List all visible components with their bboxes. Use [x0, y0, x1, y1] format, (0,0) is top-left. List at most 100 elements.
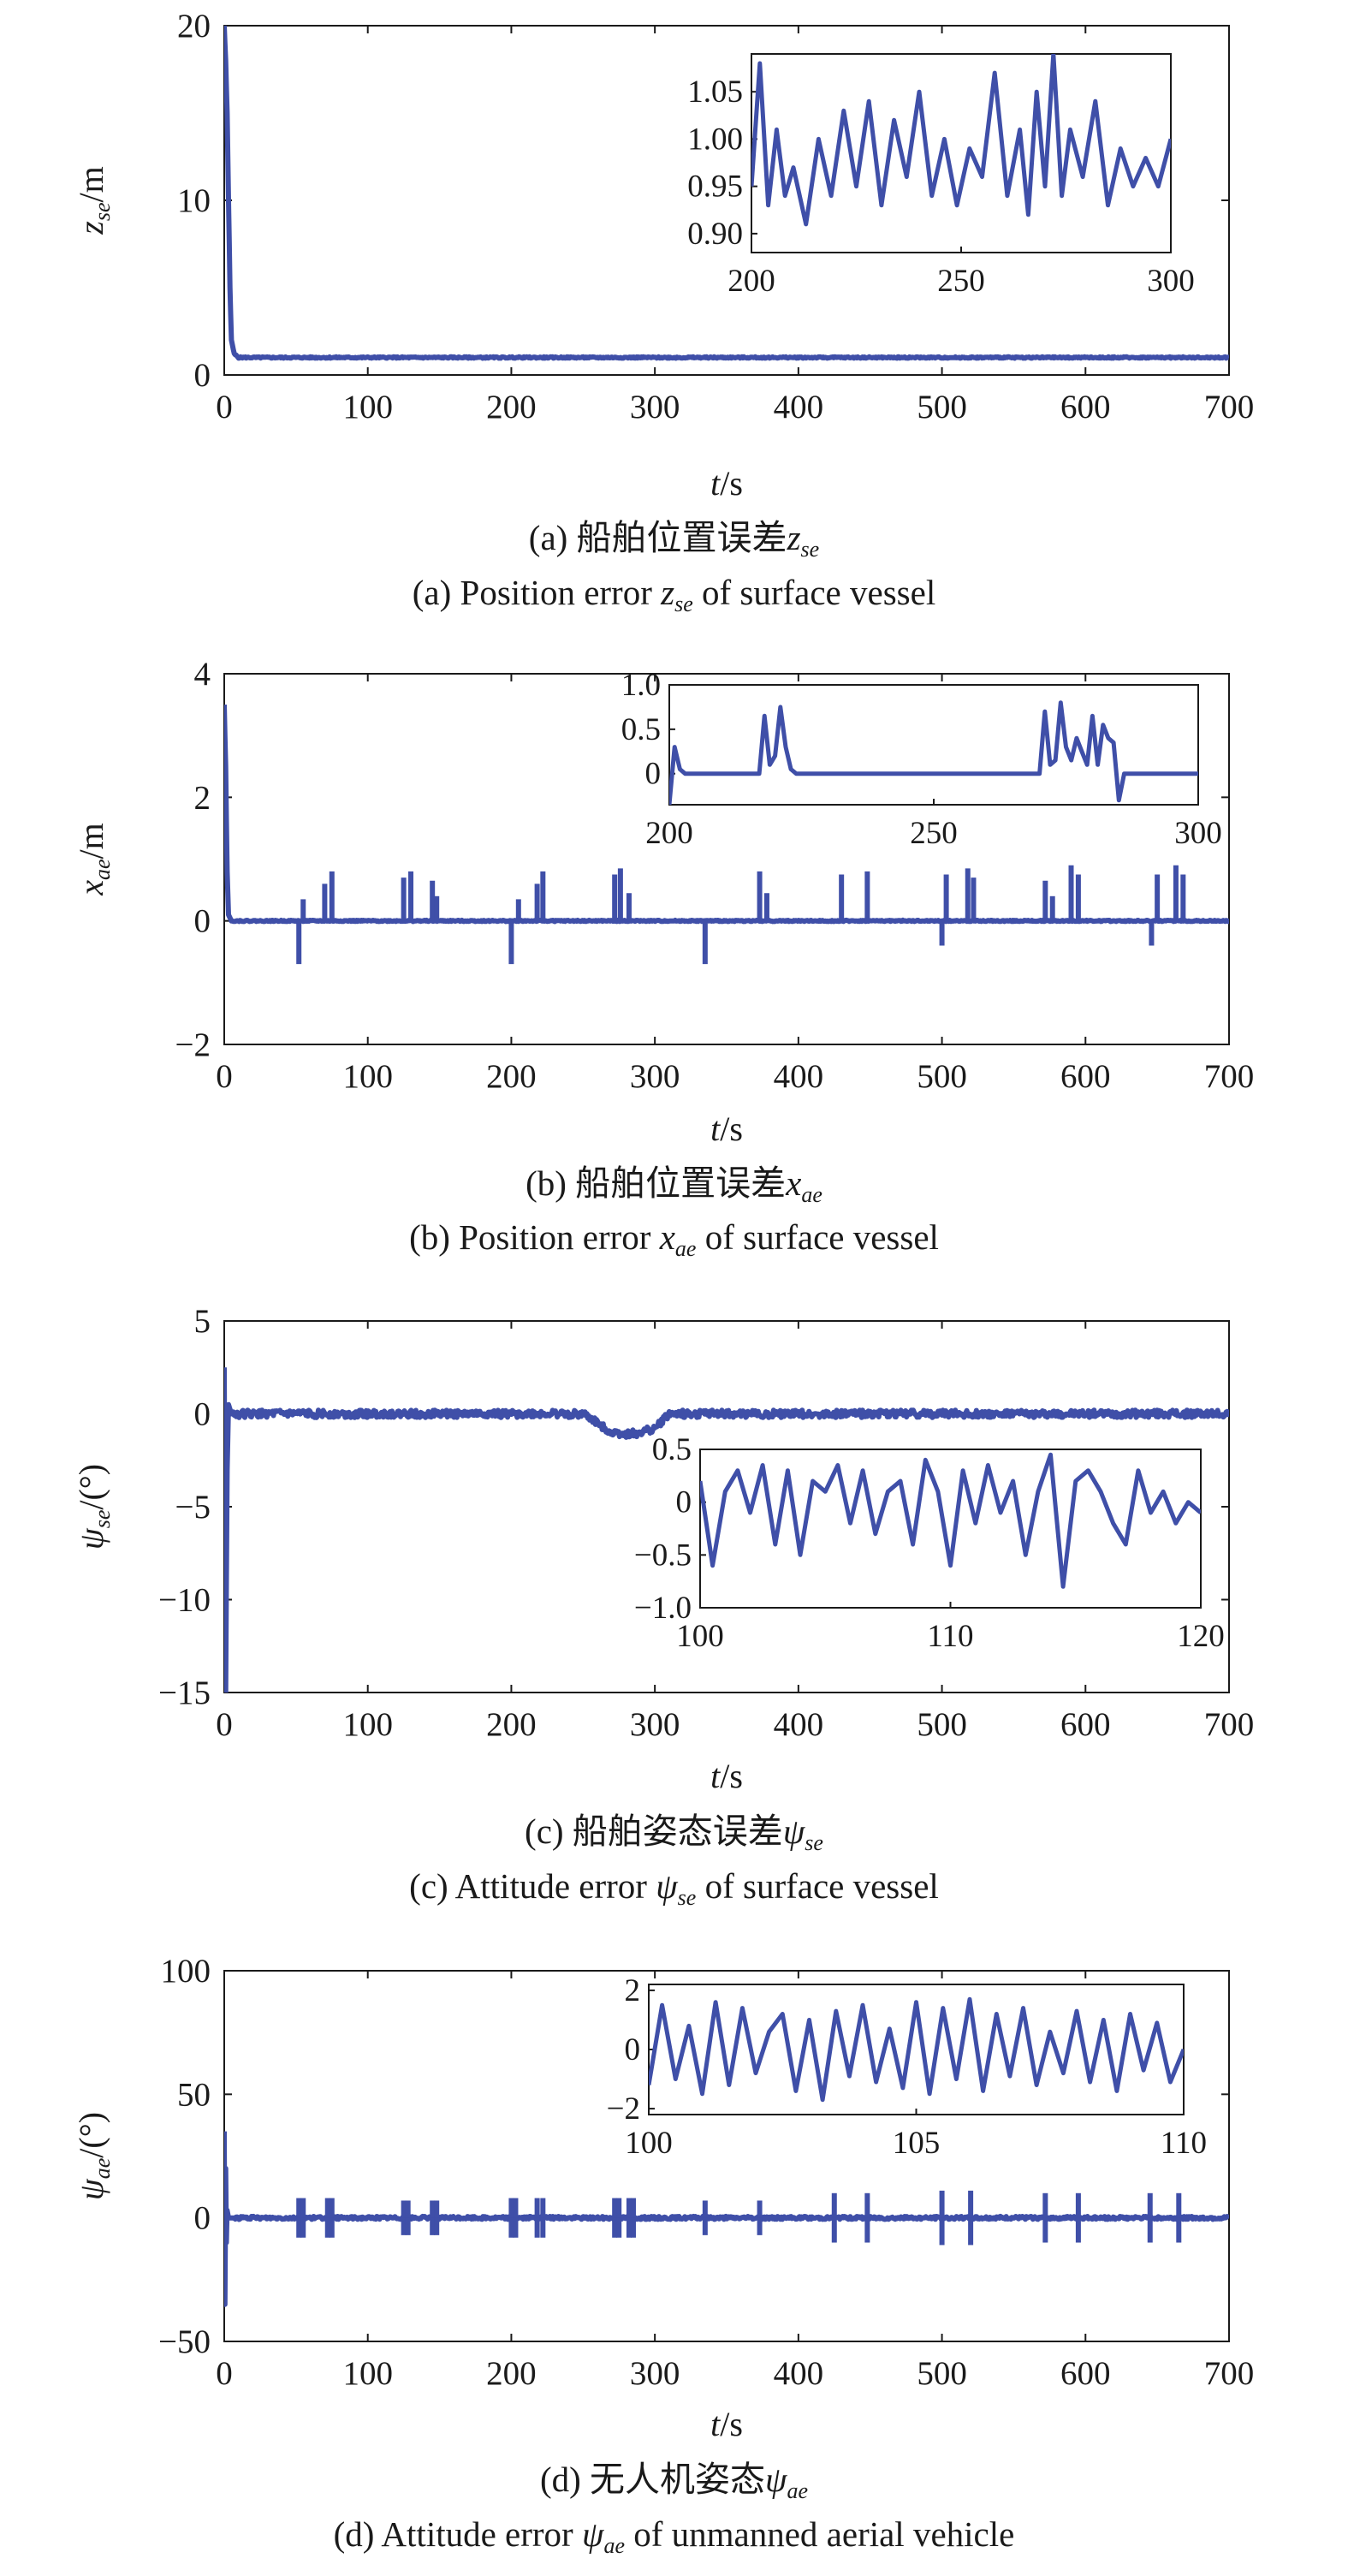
panel-b-x-tick-label: 300 — [630, 1058, 680, 1095]
panel-a-x-tick-label: 400 — [774, 389, 824, 425]
panel-b-series-line — [224, 705, 1229, 925]
panel-b-y-axis-label: xae/m — [72, 823, 115, 896]
panel-a-x-tick-label: 700 — [1204, 389, 1255, 425]
caption-en-d: (d) Attitude error ψae of unmanned aeria… — [333, 2514, 1015, 2558]
panel-c-x-tick-label: 600 — [1060, 1706, 1111, 1743]
panel-b-x-tick-label: 200 — [486, 1058, 537, 1095]
panel-a-inset-y-tick-label: 1.00 — [687, 122, 743, 157]
panel-b-y-tick-label: 0 — [194, 903, 211, 940]
panel-d-x-tick-label: 300 — [630, 2355, 680, 2392]
panel-b-inset-x-tick-label: 300 — [1174, 816, 1222, 851]
panel-d-y-tick-label: 50 — [177, 2076, 211, 2113]
panel-b-inset-x-tick-label: 200 — [645, 816, 693, 851]
panel-c-x-tick-label: 300 — [630, 1706, 680, 1743]
panel-d-x-tick-label: 500 — [917, 2355, 967, 2392]
panel-a-y-tick-label: 10 — [177, 182, 211, 219]
panel-d-series-line — [224, 2131, 1229, 2307]
panel-c-y-axis-label: ψse/(°) — [72, 1464, 115, 1550]
panel-b-y-tick-label: −2 — [175, 1026, 211, 1063]
panel-a-series-line — [224, 26, 1229, 361]
panel-b-plot-frame — [223, 673, 1230, 1045]
panel-c-inset-x-tick-label: 120 — [1177, 1619, 1225, 1654]
panel-c-y-tick-label: −15 — [158, 1675, 211, 1711]
panel-d-inset-y-tick-label: −2 — [607, 2091, 640, 2127]
panel-b-inset-frame — [668, 684, 1199, 806]
caption-cn-d: (d) 无人机姿态ψae — [539, 2460, 809, 2503]
panel-d-y-axis-label: ψae/(°) — [72, 2112, 115, 2200]
panel-d-inset-x-tick-label: 105 — [893, 2126, 941, 2161]
panel-d-y-tick-label: 100 — [161, 1953, 211, 1990]
panel-c-inset-series-line — [700, 1452, 1201, 1589]
panel-a-x-tick-label: 600 — [1060, 389, 1111, 425]
panel-c-x-tick-label: 700 — [1204, 1706, 1255, 1743]
panel-a-inset-y-tick-label: 0.95 — [687, 170, 743, 205]
panel-c-y-tick-label: −5 — [175, 1489, 211, 1526]
panel-c-inset-y-tick-label: −1.0 — [634, 1591, 692, 1626]
panel-b-x-axis-label: t/s — [710, 1110, 743, 1148]
caption-en-c: (c) Attitude error ψse of surface vessel — [409, 1866, 939, 1910]
panel-d-y-tick-label: 0 — [194, 2200, 211, 2237]
panel-a: 0 100 200 300 400 500 600 700 0 10 20 t/s zse/m 200 25… — [0, 0, 1348, 634]
panel-d-inset-y-tick-label: 2 — [625, 1973, 641, 2008]
panel-b-inset-y-tick-label: 1.0 — [621, 668, 661, 703]
caption-en-a: (a) Position error zse of surface vessel — [412, 573, 936, 616]
panel-a-x-tick-label: 200 — [486, 389, 537, 425]
panel-c: 0 100 200 300 400 500 600 700 −15 −10 −5 0 5 t/s ψse/(… — [72, 1303, 1255, 1910]
panel-a-inset-series-line — [751, 54, 1171, 227]
panel-a-x-tick-label: 500 — [917, 389, 967, 425]
panel-a-inset-x-tick-label: 250 — [937, 264, 985, 299]
panel-a-y-tick-label: 20 — [177, 8, 211, 45]
panel-b-x-tick-label: 100 — [342, 1058, 393, 1095]
panel-c-inset-y-tick-label: 0 — [676, 1485, 692, 1520]
panel-a-inset-x-tick-label: 300 — [1147, 264, 1195, 299]
panel-a-y-tick-label: 0 — [194, 357, 211, 394]
panel-c-y-tick-label: 0 — [194, 1396, 211, 1433]
panel-c-inset-y-tick-label: 0.5 — [652, 1432, 692, 1467]
chart-c: 0 100 200 300 400 500 600 700 −15 −10 −5 0 5 t/s ψse/(… — [72, 1303, 1255, 1795]
caption-cn-b: (b) 船舶位置误差xae — [526, 1163, 822, 1207]
panel-a-x-tick-label: 0 — [216, 389, 233, 425]
panel-b-inset-y-tick-label: 0.5 — [621, 712, 661, 747]
panel-c-x-tick-label: 200 — [486, 1706, 537, 1743]
caption-en-b: (b) Position error xae of surface vessel — [409, 1217, 939, 1261]
panel-b-inset-series-line — [669, 700, 1198, 805]
panel-d-y-tick-label: −50 — [158, 2323, 211, 2360]
panel-d-x-tick-label: 0 — [216, 2355, 233, 2392]
panel-d-x-tick-label: 100 — [342, 2355, 393, 2392]
panel-b-x-tick-label: 0 — [216, 1058, 233, 1095]
panel-c-inset-x-tick-label: 100 — [676, 1619, 724, 1654]
panel-c-y-tick-label: −10 — [158, 1582, 211, 1619]
panel-a-x-tick-label: 100 — [342, 389, 393, 425]
caption-cn-a: (a) 船舶位置误差zse — [528, 518, 820, 562]
panel-c-x-tick-label: 100 — [342, 1706, 393, 1743]
panel-d-x-tick-label: 400 — [774, 2355, 824, 2392]
panel-c-x-tick-label: 500 — [917, 1706, 967, 1743]
panel-d-inset-series-line — [649, 1996, 1184, 2103]
panel-d-inset-y-tick-label: 0 — [625, 2032, 641, 2067]
panel-c-x-axis-label: t/s — [710, 1757, 743, 1795]
panel-c-inset-x-tick-label: 110 — [927, 1619, 973, 1654]
panel-b-y-tick-label: 4 — [194, 656, 211, 693]
panel-a-inset-y-tick-label: 1.05 — [687, 74, 743, 110]
panel-b-inset-x-tick-label: 250 — [910, 816, 958, 851]
panel-c-x-tick-label: 0 — [216, 1706, 233, 1743]
panel-d-x-tick-label: 600 — [1060, 2355, 1111, 2392]
panel-a-x-axis-label: t/s — [710, 464, 743, 503]
panel-b-inset-y-tick-label: 0 — [645, 757, 662, 792]
panel-d-inset-x-tick-label: 110 — [1161, 2126, 1207, 2161]
panel-d-x-tick-label: 700 — [1204, 2355, 1255, 2392]
panel-c-x-tick-label: 400 — [774, 1706, 824, 1743]
panel-a-y-axis-label: zse/m — [72, 166, 115, 235]
panel-a-inset-x-tick-label: 200 — [727, 264, 775, 299]
panel-b-x-tick-label: 600 — [1060, 1058, 1111, 1095]
panel-d-x-tick-label: 200 — [486, 2355, 537, 2392]
panel-c-series-line — [224, 1367, 1229, 1693]
panel-c-inset-y-tick-label: −0.5 — [634, 1538, 692, 1573]
caption-cn-c: (c) 船舶姿态误差ψse — [525, 1812, 823, 1855]
panel-d-inset-x-tick-label: 100 — [625, 2126, 673, 2161]
panel-b-x-tick-label: 500 — [917, 1058, 967, 1095]
panel-b-y-tick-label: 2 — [194, 779, 211, 816]
chart-a: 0 100 200 300 400 500 600 700 0 10 20 t/s zse/m 200 25… — [72, 8, 1255, 503]
